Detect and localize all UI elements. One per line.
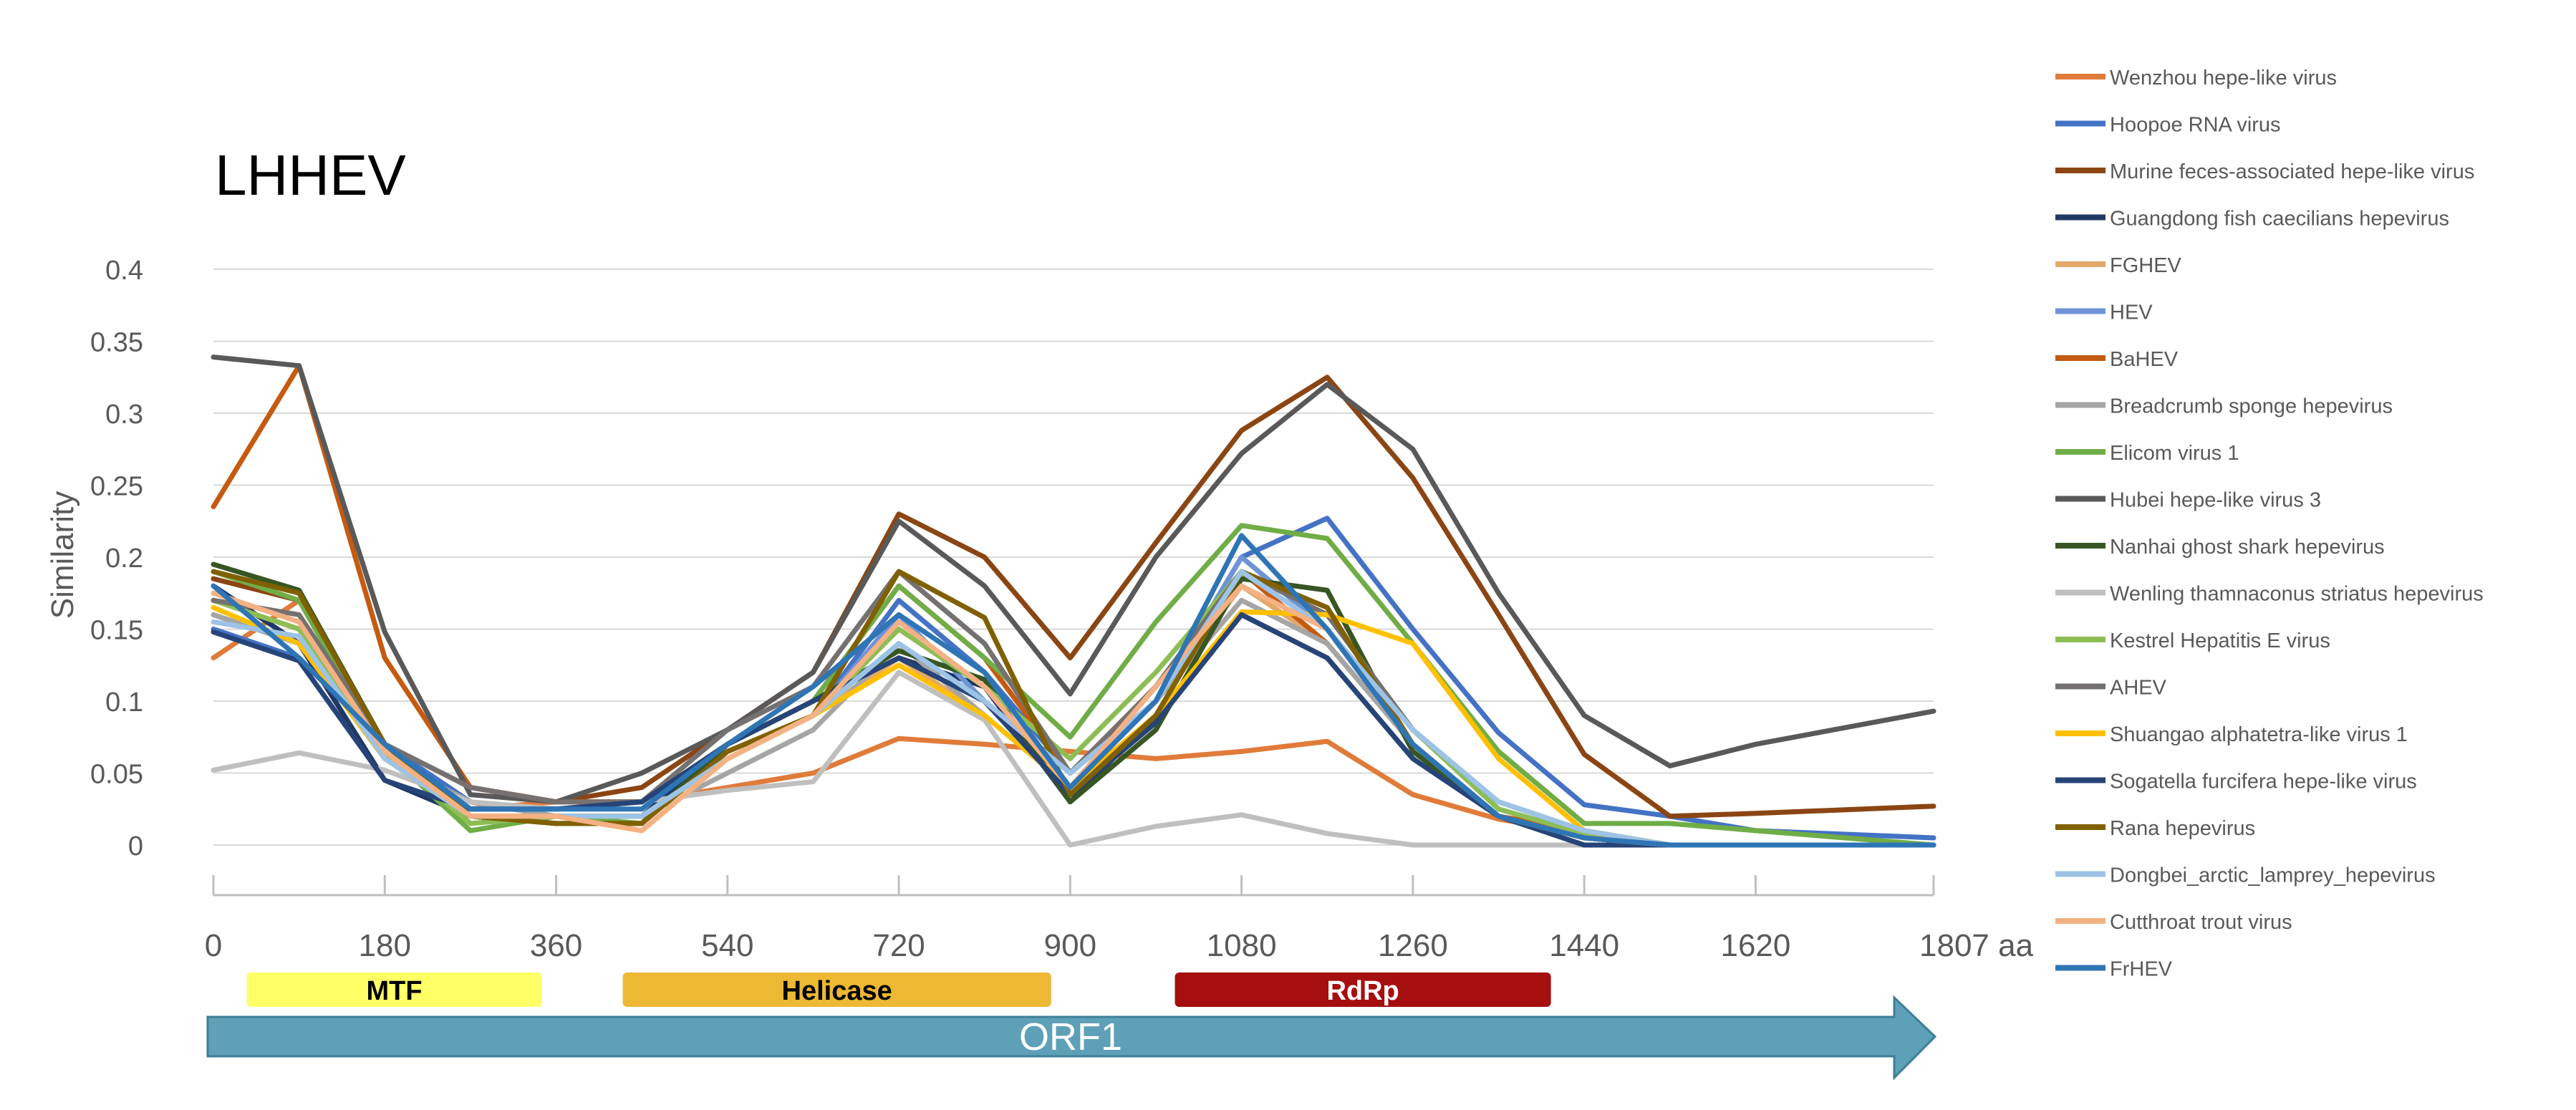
- legend: Wenzhou hepe-like virus Hoopoe RNA virus M…: [2055, 67, 2484, 981]
- series-line: [211, 354, 1936, 805]
- series-line: [211, 583, 1936, 848]
- orf-arrow: ORF1: [206, 995, 1937, 1081]
- legend-label: FGHEV: [2110, 254, 2182, 277]
- x-tick-label: 900: [1044, 928, 1096, 963]
- legend-label: Kestrel Hepatitis E virus: [2110, 629, 2330, 652]
- protein-domains: MTF Helicase RdRp: [246, 973, 1551, 1007]
- series-line: [211, 523, 1936, 848]
- y-tick-label: 0.35: [90, 328, 143, 358]
- legend-label: Cutthroat trout virus: [2110, 911, 2292, 934]
- domain-bar: [622, 973, 1051, 1007]
- y-tick-label: 0.2: [105, 544, 143, 574]
- series-lines: [211, 354, 1936, 848]
- y-axis-label: Similarity: [45, 491, 80, 619]
- x-axis: 0 180 360 540 720 900 1080 1260 1440 1620 1807 aa: [205, 875, 2034, 963]
- x-tick-label: 0: [205, 928, 222, 963]
- legend-label: Wenling thamnaconus striatus hepevirus: [2110, 583, 2484, 606]
- chart-title: LHHEV: [215, 143, 406, 207]
- legend-label: Murine feces-associated hepe-like virus: [2110, 160, 2474, 183]
- x-tick-label: 540: [701, 928, 753, 963]
- x-tick-label: 1620: [1720, 928, 1790, 963]
- orf-label: ORF1: [1019, 1015, 1122, 1058]
- series-line: [211, 569, 1936, 848]
- series-line: [211, 533, 1936, 848]
- legend-label: HEV: [2110, 301, 2153, 324]
- domain-label: MTF: [367, 976, 423, 1006]
- series-line: [211, 670, 1936, 848]
- y-tick-label: 0.05: [90, 760, 143, 790]
- y-tick-labels: 0 0.05 0.1 0.15 0.2 0.25 0.3 0.35 0.4: [90, 256, 143, 862]
- legend-label: Breadcrumb sponge hepevirus: [2110, 395, 2393, 418]
- y-tick-label: 0.15: [90, 616, 143, 646]
- y-tick-label: 0: [128, 831, 143, 862]
- legend-label: Guangdong fish caecilians hepevirus: [2110, 208, 2449, 231]
- y-tick-label: 0.1: [105, 687, 143, 718]
- legend-label: BaHEV: [2110, 348, 2179, 371]
- legend-label: Shuangao alphatetra-like virus 1: [2110, 723, 2408, 746]
- legend-label: Wenzhou hepe-like virus: [2110, 67, 2337, 90]
- legend-label: Dongbei_arctic_lamprey_hepevirus: [2110, 864, 2436, 887]
- y-tick-label: 0.25: [90, 472, 143, 502]
- domain-label: RdRp: [1326, 976, 1399, 1006]
- legend-label: Nanhai ghost shark hepevirus: [2110, 536, 2385, 559]
- series-line: [211, 583, 1936, 848]
- orf-arrow-shape: [206, 995, 1937, 1081]
- grid-lines: [213, 269, 1934, 846]
- domain-bar: [246, 973, 542, 1007]
- y-tick-label: 0.4: [105, 256, 143, 286]
- x-tick-label: 180: [359, 928, 411, 963]
- series-line: [211, 583, 1936, 848]
- legend-label: AHEV: [2110, 677, 2167, 700]
- x-tick-label: 1260: [1378, 928, 1448, 963]
- x-tick-label: 1080: [1207, 928, 1277, 963]
- legend-label: Elicom virus 1: [2110, 442, 2239, 465]
- x-tick-label: 720: [872, 928, 925, 963]
- legend-label: FrHEV: [2110, 958, 2173, 981]
- domain-label: Helicase: [782, 976, 892, 1006]
- x-tick-label: 360: [530, 928, 582, 963]
- legend-label: Hubei hepe-like virus 3: [2110, 489, 2321, 512]
- x-tick-label: 1807 aa: [1919, 928, 2034, 963]
- x-tick-label: 1440: [1549, 928, 1619, 963]
- legend-label: Rana hepevirus: [2110, 817, 2255, 840]
- domain-bar: [1174, 973, 1551, 1007]
- legend-label: Hoopoe RNA virus: [2110, 114, 2281, 137]
- legend-label: Sogatella furcifera hepe-like virus: [2110, 771, 2417, 793]
- y-tick-label: 0.3: [105, 400, 143, 430]
